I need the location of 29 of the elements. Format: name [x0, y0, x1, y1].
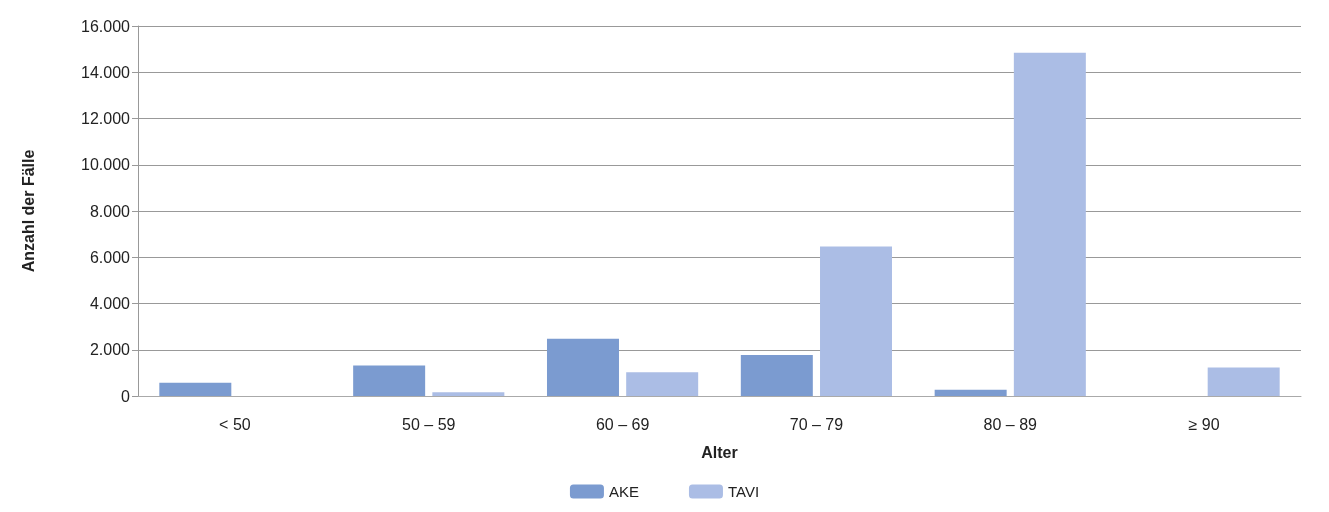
x-tick-label: 80 – 89: [983, 415, 1038, 433]
y-axis-title: Anzahl der Fälle: [19, 149, 37, 273]
y-tick-label: 8.000: [89, 202, 131, 220]
y-tick-label: 10.000: [81, 156, 131, 174]
x-axis-title: Alter: [701, 443, 738, 461]
y-tick-label: 4.000: [89, 295, 131, 312]
y-tick-label: 14.000: [81, 63, 131, 81]
x-tick-label: < 50: [219, 415, 251, 433]
x-tick-label: 50 – 59: [402, 415, 456, 433]
y-tick-label: 0: [121, 387, 131, 405]
y-tick-label: 12.000: [81, 110, 131, 127]
bar: [1207, 367, 1280, 396]
bar: [934, 389, 1007, 396]
y-tick-label: 16.000: [81, 17, 131, 35]
bar: [432, 392, 505, 396]
bar: [546, 338, 619, 396]
x-tick-label: 60 – 69: [595, 415, 650, 433]
legend-label: AKE: [608, 483, 639, 500]
legend-label: TAVI: [727, 483, 760, 500]
y-tick-label: 6.000: [89, 248, 131, 266]
x-tick-label: ≥ 90: [1188, 415, 1220, 433]
bar: [1013, 52, 1086, 396]
bar: [159, 382, 232, 396]
bar: [820, 246, 893, 396]
y-tick-label: 2.000: [89, 341, 131, 359]
bar: [740, 355, 813, 396]
bar: [626, 372, 699, 396]
x-tick-label: 70 – 79: [789, 415, 844, 433]
bar: [353, 365, 426, 396]
